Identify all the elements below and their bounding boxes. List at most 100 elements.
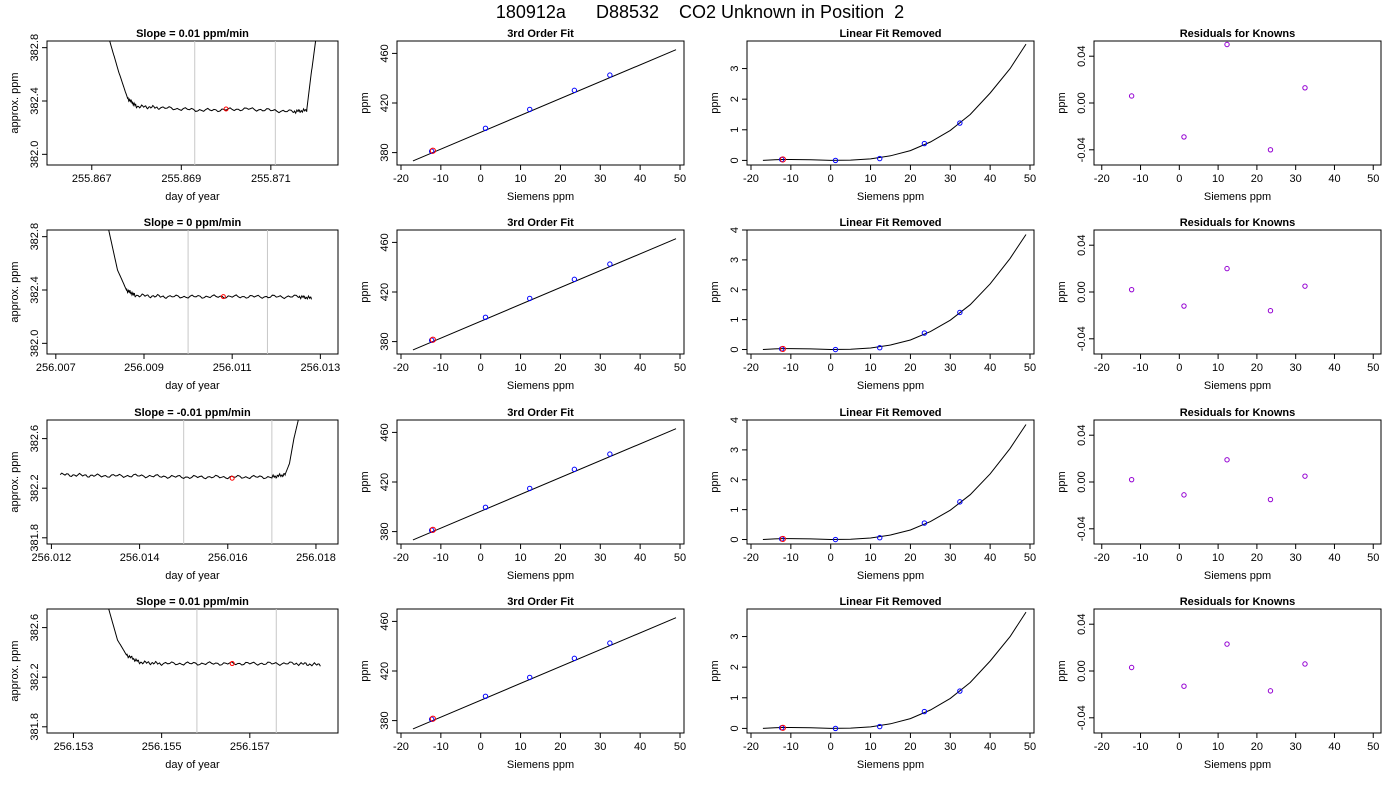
known-point <box>607 451 613 457</box>
x-axis-label: Siemens ppm <box>1204 380 1271 392</box>
x-tick-label: 40 <box>1328 741 1340 753</box>
x-tick-label: 10 <box>1212 741 1224 753</box>
x-axis-label: Siemens ppm <box>507 191 574 203</box>
x-tick-label: 40 <box>1328 362 1340 374</box>
x-axis-label: Siemens ppm <box>507 380 574 392</box>
x-tick-label: 256.009 <box>124 362 164 374</box>
y-tick-label: 2 <box>729 287 741 293</box>
known-point <box>607 72 613 78</box>
x-axis-label: Siemens ppm <box>1204 759 1271 771</box>
x-tick-label: 0 <box>1176 741 1182 753</box>
y-tick-label: 0.00 <box>1076 281 1088 302</box>
trace-line <box>59 420 299 480</box>
x-tick-label: 30 <box>1290 362 1302 374</box>
x-tick-label: 50 <box>674 362 686 374</box>
x-tick-label: 40 <box>984 552 996 564</box>
known-point <box>1224 641 1230 647</box>
plot-frame <box>746 229 1035 355</box>
x-tick-label: 20 <box>554 173 566 185</box>
x-tick-label: 0 <box>478 173 484 185</box>
chart-title: Linear Fit Removed <box>839 28 941 40</box>
known-point <box>571 466 578 473</box>
y-tick-label: 2 <box>729 477 741 483</box>
chart-title: Slope = 0.01 ppm/min <box>136 596 249 608</box>
known-point <box>1128 476 1135 483</box>
known-point <box>1267 496 1274 503</box>
known-point <box>1267 688 1274 694</box>
plot-frame <box>1093 229 1382 355</box>
x-tick-label: -20 <box>743 362 759 374</box>
chart-panel-1: Slope = 0.01 ppm/min 255.867 255.869 255.87… <box>9 28 339 203</box>
chart-title: Linear Fit Removed <box>839 407 941 419</box>
plot-area <box>762 424 1027 543</box>
y-tick-label: 0 <box>729 725 741 731</box>
x-tick-label: -10 <box>433 173 449 185</box>
x-tick-label: 256.013 <box>300 362 340 374</box>
known-point <box>527 674 533 681</box>
plot-area <box>1128 41 1308 153</box>
residual-curve <box>762 234 1027 351</box>
y-tick-label: 0 <box>729 157 741 163</box>
known-point <box>832 725 839 732</box>
y-tick-label: 381.8 <box>29 524 41 552</box>
known-point <box>571 655 578 662</box>
y-tick-label: 382.4 <box>29 276 41 304</box>
y-axis-label: ppm <box>709 281 721 302</box>
plot-area <box>412 238 677 351</box>
y-axis-label: ppm <box>359 92 371 113</box>
fit-line <box>412 238 677 351</box>
x-axis-label: day of year <box>165 380 220 392</box>
x-tick-label: 20 <box>554 552 566 564</box>
x-tick-label: -20 <box>393 173 409 185</box>
y-tick-label: 0.04 <box>1076 234 1088 255</box>
x-tick-label: 10 <box>514 362 526 374</box>
unknown-point <box>429 336 436 343</box>
chart-panel-6: 3rd Order Fit -20 -10 0 10 20 30 40 50 380 420 460 S… <box>359 217 686 392</box>
known-point <box>921 140 928 147</box>
x-tick-label: 50 <box>1367 552 1379 564</box>
chart-panel-10: 3rd Order Fit -20 -10 0 10 20 30 40 50 380 420 460 S… <box>359 407 686 582</box>
plot-area <box>108 609 321 733</box>
x-tick-label: 20 <box>1251 362 1263 374</box>
x-tick-label: -20 <box>1094 173 1110 185</box>
x-axis-label: Siemens ppm <box>507 570 574 582</box>
known-point <box>482 693 489 699</box>
y-tick-label: 3 <box>729 257 741 263</box>
chart-panel-3: Linear Fit Removed -20 -10 0 10 20 30 40 50 0 1 2 3 S… <box>709 28 1036 203</box>
y-tick-label: 0 <box>729 536 741 542</box>
chart-panel-14: 3rd Order Fit -20 -10 0 10 20 30 40 50 380 420 460 S… <box>359 596 686 771</box>
y-tick-label: 0.04 <box>1076 424 1088 445</box>
y-tick-label: 420 <box>379 283 391 301</box>
y-tick-label: -0.04 <box>1076 137 1088 162</box>
fit-line <box>412 428 677 541</box>
x-tick-label: 40 <box>634 552 646 564</box>
y-tick-label: 0.00 <box>1076 660 1088 681</box>
known-point <box>1267 308 1274 314</box>
plot-area <box>762 234 1027 353</box>
x-tick-label: 0 <box>478 552 484 564</box>
y-axis-label: ppm <box>1056 92 1068 113</box>
x-tick-label: -10 <box>1133 552 1149 564</box>
known-point <box>527 295 533 302</box>
x-tick-label: 30 <box>1290 552 1302 564</box>
x-tick-label: 30 <box>944 362 956 374</box>
x-tick-label: -20 <box>743 552 759 564</box>
x-axis-label: day of year <box>165 191 220 203</box>
x-tick-label: 0 <box>1176 173 1182 185</box>
known-point <box>877 535 883 541</box>
y-tick-label: 382.2 <box>29 474 41 502</box>
plot-frame <box>746 608 1035 734</box>
y-tick-label: 3 <box>729 633 741 639</box>
known-point <box>832 346 839 353</box>
known-point <box>877 723 883 730</box>
y-tick-label: 0 <box>729 346 741 352</box>
x-tick-label: 30 <box>594 362 606 374</box>
x-tick-label: 50 <box>1024 173 1036 185</box>
fit-line <box>412 617 677 730</box>
y-axis-label: approx. ppm <box>9 261 21 322</box>
chart-title: Residuals for Knowns <box>1180 596 1296 608</box>
x-tick-label: 20 <box>1251 173 1263 185</box>
x-tick-label: 0 <box>478 362 484 374</box>
x-tick-label: 50 <box>1367 741 1379 753</box>
y-tick-label: 460 <box>379 612 391 630</box>
